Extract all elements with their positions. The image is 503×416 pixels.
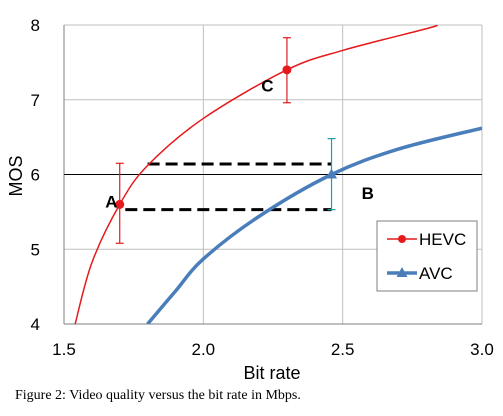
- y-tick-label: 4: [31, 315, 40, 334]
- axes: [63, 25, 482, 325]
- point-label-c: C: [261, 77, 273, 96]
- tick-labels: 1.5 2.0 2.5 3.0 4 5 6 7 8: [31, 16, 494, 359]
- legend-marker-circle: [398, 235, 406, 243]
- y-tick-label: 5: [31, 240, 40, 259]
- x-tick-label: 3.0: [470, 340, 494, 359]
- data-point-hevc: [115, 199, 125, 209]
- series-curve-avc: [146, 126, 482, 324]
- legend-item-avc: AVC: [387, 264, 453, 283]
- data-point-avc: [326, 168, 338, 179]
- point-label-a: A: [105, 192, 117, 211]
- y-tick-label: 6: [31, 166, 40, 185]
- data-points: [115, 65, 338, 209]
- y-tick-label: 8: [31, 16, 40, 35]
- dashed-reference-lines: [125, 162, 332, 212]
- legend-marker-triangle: [396, 267, 408, 277]
- point-label-b: B: [362, 184, 374, 203]
- series-curve-hevc: [74, 25, 438, 324]
- legend-label: AVC: [419, 264, 453, 283]
- point-annotations: A B C: [105, 77, 374, 212]
- y-axis-title: MOS: [6, 155, 26, 196]
- series-curves: [74, 25, 482, 324]
- x-axis-title: Bit rate: [243, 363, 300, 383]
- x-tick-label: 2.5: [331, 340, 355, 359]
- x-tick-label: 2.0: [192, 340, 216, 359]
- y-tick-label: 7: [31, 91, 40, 110]
- x-tick-label: 1.5: [52, 340, 76, 359]
- legend-label: HEVC: [419, 230, 466, 249]
- legend: HEVC AVC: [376, 220, 478, 292]
- data-point-hevc: [282, 65, 292, 75]
- legend-item-hevc: HEVC: [387, 230, 466, 249]
- legend-box: [376, 220, 478, 292]
- figure-caption: Figure 2: Video quality versus the bit r…: [15, 388, 301, 403]
